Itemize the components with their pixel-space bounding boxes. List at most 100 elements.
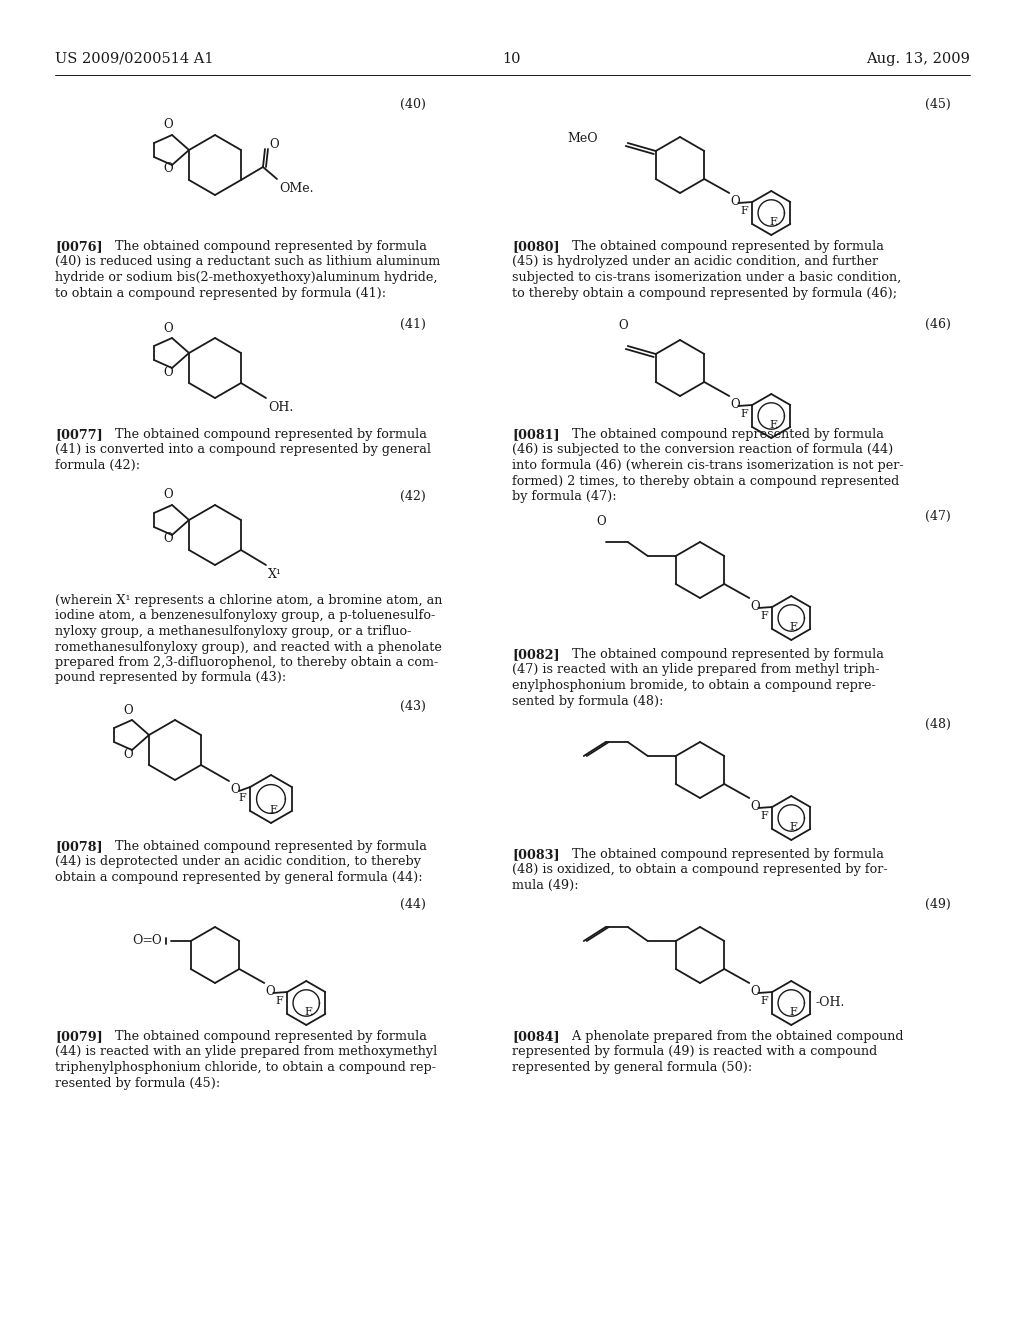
Text: O: O [751, 800, 760, 813]
Text: 10: 10 [503, 51, 521, 66]
Text: O: O [123, 704, 133, 717]
Text: (46) is subjected to the conversion reaction of formula (44): (46) is subjected to the conversion reac… [512, 444, 893, 457]
Text: US 2009/0200514 A1: US 2009/0200514 A1 [55, 51, 213, 66]
Text: obtain a compound represented by general formula (44):: obtain a compound represented by general… [55, 871, 423, 884]
Text: O: O [230, 783, 240, 796]
Text: F: F [275, 997, 284, 1006]
Text: (44) is deprotected under an acidic condition, to thereby: (44) is deprotected under an acidic cond… [55, 855, 421, 869]
Text: resented by formula (45):: resented by formula (45): [55, 1077, 220, 1089]
Text: F.: F. [304, 1007, 313, 1016]
Text: O: O [152, 935, 161, 948]
Text: -OH.: -OH. [815, 997, 845, 1010]
Text: [0081]: [0081] [512, 428, 560, 441]
Text: O: O [751, 985, 760, 998]
Text: O=: O= [132, 933, 153, 946]
Text: [0076]: [0076] [55, 240, 102, 253]
Text: O: O [163, 119, 173, 132]
Text: F: F [239, 793, 246, 803]
Text: formed) 2 times, to thereby obtain a compound represented: formed) 2 times, to thereby obtain a com… [512, 474, 899, 487]
Text: mula (49):: mula (49): [512, 879, 579, 892]
Text: (49): (49) [925, 898, 950, 911]
Text: OMe.: OMe. [279, 182, 313, 195]
Text: (wherein X¹ represents a chlorine atom, a bromine atom, an: (wherein X¹ represents a chlorine atom, … [55, 594, 442, 607]
Text: The obtained compound represented by formula: The obtained compound represented by for… [103, 428, 427, 441]
Text: O: O [617, 319, 628, 333]
Text: (47) is reacted with an ylide prepared from methyl triph-: (47) is reacted with an ylide prepared f… [512, 664, 880, 676]
Text: [0082]: [0082] [512, 648, 560, 661]
Text: to obtain a compound represented by formula (41):: to obtain a compound represented by form… [55, 286, 386, 300]
Text: F.: F. [269, 805, 279, 814]
Text: O: O [163, 366, 173, 379]
Text: Aug. 13, 2009: Aug. 13, 2009 [866, 51, 970, 66]
Text: F.: F. [790, 822, 799, 832]
Text: (41): (41) [400, 318, 426, 331]
Text: O: O [730, 399, 740, 411]
Text: (40) is reduced using a reductant such as lithium aluminum: (40) is reduced using a reductant such a… [55, 256, 440, 268]
Text: [0078]: [0078] [55, 840, 102, 853]
Text: iodine atom, a benzenesulfonyloxy group, a p-toluenesulfo-: iodine atom, a benzenesulfonyloxy group,… [55, 610, 435, 623]
Text: (45) is hydrolyzed under an acidic condition, and further: (45) is hydrolyzed under an acidic condi… [512, 256, 879, 268]
Text: triphenylphosphonium chloride, to obtain a compound rep-: triphenylphosphonium chloride, to obtain… [55, 1061, 436, 1074]
Text: F: F [761, 611, 768, 620]
Text: [0079]: [0079] [55, 1030, 102, 1043]
Text: F.: F. [769, 420, 778, 430]
Text: (45): (45) [925, 98, 950, 111]
Text: The obtained compound represented by formula: The obtained compound represented by for… [103, 240, 427, 253]
Text: O: O [163, 162, 173, 176]
Text: (40): (40) [400, 98, 426, 111]
Text: F: F [740, 206, 749, 216]
Text: F: F [761, 997, 768, 1006]
Text: O: O [163, 532, 173, 545]
Text: enylphosphonium bromide, to obtain a compound repre-: enylphosphonium bromide, to obtain a com… [512, 678, 876, 692]
Text: The obtained compound represented by formula: The obtained compound represented by for… [103, 840, 427, 853]
Text: The obtained compound represented by formula: The obtained compound represented by for… [560, 847, 884, 861]
Text: into formula (46) (wherein cis-trans isomerization is not per-: into formula (46) (wherein cis-trans iso… [512, 459, 903, 473]
Text: O: O [265, 985, 274, 998]
Text: [0083]: [0083] [512, 847, 560, 861]
Text: romethanesulfonyloxy group), and reacted with a phenolate: romethanesulfonyloxy group), and reacted… [55, 640, 442, 653]
Text: X¹: X¹ [268, 568, 282, 581]
Text: by formula (47):: by formula (47): [512, 490, 616, 503]
Text: (42): (42) [400, 490, 426, 503]
Text: sented by formula (48):: sented by formula (48): [512, 694, 664, 708]
Text: O: O [163, 322, 173, 334]
Text: nyloxy group, a methanesulfonyloxy group, or a trifluo-: nyloxy group, a methanesulfonyloxy group… [55, 624, 412, 638]
Text: (48): (48) [925, 718, 951, 731]
Text: O: O [163, 488, 173, 502]
Text: represented by formula (49) is reacted with a compound: represented by formula (49) is reacted w… [512, 1045, 878, 1059]
Text: (47): (47) [925, 510, 950, 523]
Text: F: F [761, 810, 768, 821]
Text: O: O [123, 747, 133, 760]
Text: O: O [269, 139, 279, 152]
Text: F: F [740, 409, 749, 418]
Text: (41) is converted into a compound represented by general: (41) is converted into a compound repres… [55, 444, 431, 457]
Text: prepared from 2,3-difluorophenol, to thereby obtain a com-: prepared from 2,3-difluorophenol, to the… [55, 656, 438, 669]
Text: represented by general formula (50):: represented by general formula (50): [512, 1061, 753, 1074]
Text: O: O [751, 601, 760, 612]
Text: to thereby obtain a compound represented by formula (46);: to thereby obtain a compound represented… [512, 286, 897, 300]
Text: (44): (44) [400, 898, 426, 911]
Text: hydride or sodium bis(2-methoxyethoxy)aluminum hydride,: hydride or sodium bis(2-methoxyethoxy)al… [55, 271, 437, 284]
Text: OH.: OH. [268, 401, 293, 414]
Text: [0084]: [0084] [512, 1030, 560, 1043]
Text: [0080]: [0080] [512, 240, 560, 253]
Text: subjected to cis-trans isomerization under a basic condition,: subjected to cis-trans isomerization und… [512, 271, 901, 284]
Text: The obtained compound represented by formula: The obtained compound represented by for… [560, 240, 884, 253]
Text: The obtained compound represented by formula: The obtained compound represented by for… [560, 428, 884, 441]
Text: F: F [790, 1007, 797, 1016]
Text: F.: F. [790, 622, 799, 632]
Text: The obtained compound represented by formula: The obtained compound represented by for… [103, 1030, 427, 1043]
Text: [0077]: [0077] [55, 428, 102, 441]
Text: O: O [596, 515, 605, 528]
Text: (46): (46) [925, 318, 951, 331]
Text: The obtained compound represented by formula: The obtained compound represented by for… [560, 648, 884, 661]
Text: A phenolate prepared from the obtained compound: A phenolate prepared from the obtained c… [560, 1030, 903, 1043]
Text: MeO: MeO [567, 132, 598, 144]
Text: (43): (43) [400, 700, 426, 713]
Text: (44) is reacted with an ylide prepared from methoxymethyl: (44) is reacted with an ylide prepared f… [55, 1045, 437, 1059]
Text: pound represented by formula (43):: pound represented by formula (43): [55, 672, 287, 685]
Text: O: O [730, 195, 740, 209]
Text: (48) is oxidized, to obtain a compound represented by for-: (48) is oxidized, to obtain a compound r… [512, 863, 888, 876]
Text: formula (42):: formula (42): [55, 459, 140, 473]
Text: F.: F. [769, 216, 778, 227]
